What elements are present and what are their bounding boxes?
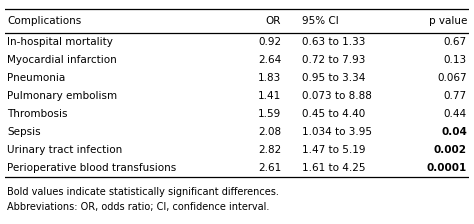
Text: 1.61 to 4.25: 1.61 to 4.25 bbox=[302, 163, 365, 173]
Text: Sepsis: Sepsis bbox=[7, 127, 41, 137]
Text: 0.95 to 3.34: 0.95 to 3.34 bbox=[302, 73, 365, 83]
Text: p value: p value bbox=[428, 16, 467, 26]
Text: Perioperative blood transfusions: Perioperative blood transfusions bbox=[7, 163, 176, 173]
Text: 2.08: 2.08 bbox=[258, 127, 281, 137]
Text: 0.002: 0.002 bbox=[434, 145, 467, 155]
Text: Pulmonary embolism: Pulmonary embolism bbox=[7, 91, 117, 101]
Text: 0.77: 0.77 bbox=[444, 91, 467, 101]
Text: 1.83: 1.83 bbox=[258, 73, 281, 83]
Text: Urinary tract infection: Urinary tract infection bbox=[7, 145, 122, 155]
Text: OR: OR bbox=[266, 16, 281, 26]
Text: Bold values indicate statistically significant differences.: Bold values indicate statistically signi… bbox=[7, 187, 279, 197]
Text: 0.04: 0.04 bbox=[441, 127, 467, 137]
Text: 0.13: 0.13 bbox=[444, 55, 467, 65]
Text: 0.073 to 8.88: 0.073 to 8.88 bbox=[302, 91, 372, 101]
Text: 0.44: 0.44 bbox=[444, 109, 467, 119]
Text: 0.67: 0.67 bbox=[444, 37, 467, 47]
Text: 2.64: 2.64 bbox=[258, 55, 281, 65]
Text: 1.59: 1.59 bbox=[258, 109, 281, 119]
Text: Abbreviations: OR, odds ratio; CI, confidence interval.: Abbreviations: OR, odds ratio; CI, confi… bbox=[7, 202, 269, 212]
Text: 0.92: 0.92 bbox=[258, 37, 281, 47]
Text: 1.41: 1.41 bbox=[258, 91, 281, 101]
Text: Thrombosis: Thrombosis bbox=[7, 109, 68, 119]
Text: 0.0001: 0.0001 bbox=[427, 163, 467, 173]
Text: Myocardial infarction: Myocardial infarction bbox=[7, 55, 117, 65]
Text: 1.47 to 5.19: 1.47 to 5.19 bbox=[302, 145, 365, 155]
Text: 2.82: 2.82 bbox=[258, 145, 281, 155]
Text: 2.61: 2.61 bbox=[258, 163, 281, 173]
Text: 0.72 to 7.93: 0.72 to 7.93 bbox=[302, 55, 365, 65]
Text: Complications: Complications bbox=[7, 16, 82, 26]
Text: 0.45 to 4.40: 0.45 to 4.40 bbox=[302, 109, 365, 119]
Text: 0.067: 0.067 bbox=[438, 73, 467, 83]
Text: 1.034 to 3.95: 1.034 to 3.95 bbox=[302, 127, 372, 137]
Text: 95% CI: 95% CI bbox=[302, 16, 339, 26]
Text: Pneumonia: Pneumonia bbox=[7, 73, 65, 83]
Text: In-hospital mortality: In-hospital mortality bbox=[7, 37, 113, 47]
Text: 0.63 to 1.33: 0.63 to 1.33 bbox=[302, 37, 365, 47]
